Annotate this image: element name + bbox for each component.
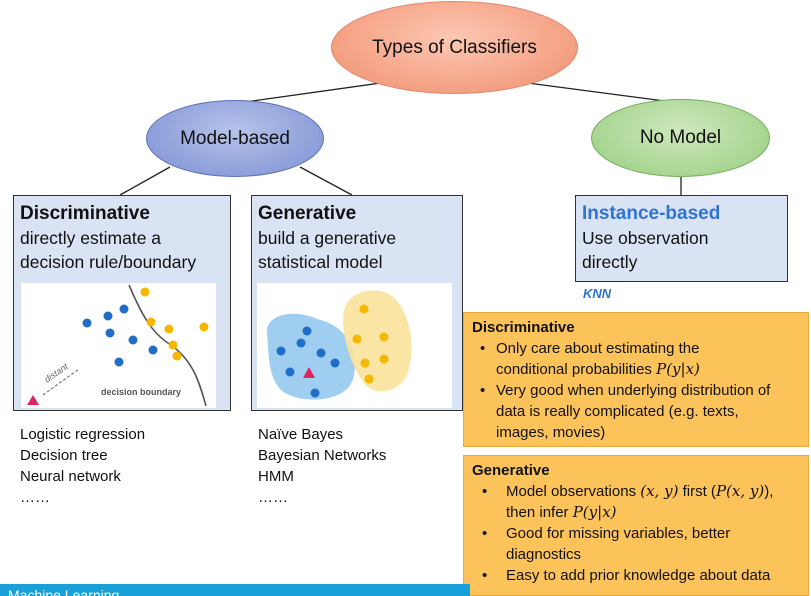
note-discriminative-title: Discriminative: [472, 319, 575, 336]
blue-dot: [105, 328, 115, 338]
list-item: Naïve Bayes: [258, 426, 344, 443]
blue-dot: [82, 318, 92, 328]
yellow-cluster: [343, 290, 412, 392]
blue-cluster: [266, 313, 356, 400]
note-text: images, movies): [496, 424, 606, 441]
math-p-y-given-x: P(y|x): [572, 503, 617, 521]
note-generative: Generative Model observations (x, y) fir…: [463, 455, 809, 596]
node-types-of-classifiers: Types of Classifiers: [331, 1, 578, 94]
note-discriminative: Discriminative Only care about estimatin…: [463, 312, 809, 447]
yellow-dot: [379, 354, 389, 364]
note-text: Only care about estimating the: [496, 340, 700, 357]
note-text: ),: [764, 483, 774, 500]
blue-dot: [114, 357, 124, 367]
box-generative-line1: build a generative: [258, 228, 397, 248]
yellow-dot: [199, 322, 209, 332]
blue-dot: [276, 346, 286, 356]
box-generative-line2: statistical model: [258, 252, 383, 272]
generative-figure: [257, 283, 452, 408]
note-text-line: then infer P(y|x): [506, 502, 800, 523]
note-bullet: Very good when underlying distribution o…: [480, 380, 800, 443]
list-item: Logistic regression: [20, 426, 146, 443]
list-item: Decision tree: [20, 447, 108, 464]
node-model-based: Model-based: [146, 100, 324, 177]
yellow-dot: [168, 340, 178, 350]
decision-boundary-plot: distant decision boundary: [27, 284, 209, 407]
line-root-model: [237, 81, 389, 104]
red-triangle: [303, 367, 315, 378]
line-model-disc: [119, 166, 171, 196]
yellow-dot: [364, 374, 374, 384]
list-item: ……: [258, 489, 288, 506]
note-text: Easy to add prior knowledge about data: [506, 567, 771, 584]
blue-dot: [285, 367, 295, 377]
math-p-x-y: P(x, y): [715, 482, 765, 500]
blue-dot: [296, 338, 306, 348]
node-no-model: No Model: [591, 99, 770, 177]
yellow-dot: [164, 324, 174, 334]
generative-clusters-plot: [266, 290, 412, 400]
blue-dot: [119, 304, 129, 314]
note-text: data is really complicated (e.g. texts,: [496, 403, 739, 420]
note-text: diagnostics: [506, 546, 582, 563]
decision-boundary-label: decision boundary: [101, 387, 181, 397]
yellow-dot: [146, 317, 156, 327]
note-bullet: Model observations (x, y) first (P(x, y)…: [482, 481, 800, 523]
box-discriminative-line2: decision rule/boundary: [20, 252, 197, 272]
knn-label: KNN: [583, 286, 612, 301]
generative-examples: Naïve Bayes Bayesian Networks HMM ……: [258, 424, 386, 508]
discriminative-figure: distant decision boundary: [21, 283, 216, 408]
box-instance-based: Instance-based Use observation directly: [575, 195, 788, 282]
note-generative-title: Generative: [472, 462, 550, 479]
box-instance-line1: Use observation: [582, 228, 709, 248]
box-generative-title: Generative: [258, 203, 357, 224]
math-p-y-given-x: P(y|x): [656, 360, 700, 378]
blue-dot: [128, 335, 138, 345]
footer-title: Machine Learning: [8, 587, 120, 596]
box-instance-title: Instance-based: [582, 203, 721, 224]
yellow-dot: [359, 304, 369, 314]
list-item: HMM: [258, 468, 294, 485]
blue-dot: [316, 348, 326, 358]
note-bullet: Easy to add prior knowledge about data: [482, 565, 800, 586]
blue-dot: [103, 311, 113, 321]
yellow-dot: [352, 334, 362, 344]
note-bullet: Only care about estimating the condition…: [480, 338, 800, 380]
blue-dot: [310, 388, 320, 398]
note-bullet: Good for missing variables, better diagn…: [482, 523, 800, 565]
note-text: Good for missing variables, better: [506, 525, 731, 542]
blue-dot: [148, 345, 158, 355]
note-text: then infer: [506, 504, 573, 521]
blue-dot: [330, 358, 340, 368]
note-text: Very good when underlying distribution o…: [496, 382, 771, 399]
box-instance-line2: directly: [582, 252, 638, 272]
distance-arrow: [42, 368, 80, 396]
yellow-dot: [140, 287, 150, 297]
yellow-dot: [360, 358, 370, 368]
discriminative-examples: Logistic regression Decision tree Neural…: [20, 424, 145, 508]
red-triangle: [27, 395, 39, 405]
note-text: Model observations: [506, 483, 641, 500]
box-discriminative-line1: directly estimate a: [20, 228, 162, 248]
line-root-nomodel: [519, 81, 681, 104]
footer-bar: Machine Learning: [0, 584, 470, 596]
note-text-line: conditional probabilities P(y|x): [496, 359, 800, 380]
line-model-gen: [299, 166, 353, 196]
note-text-line: Model observations (x, y) first (P(x, y)…: [506, 481, 800, 502]
list-item: ……: [20, 489, 50, 506]
distant-label: distant: [42, 361, 70, 385]
yellow-dot: [172, 351, 182, 361]
blue-dot: [302, 326, 312, 336]
yellow-dot: [379, 332, 389, 342]
list-item: Bayesian Networks: [258, 447, 387, 464]
math-x-y: (x, y): [640, 482, 679, 500]
note-text: conditional probabilities: [496, 361, 657, 378]
list-item: Neural network: [20, 468, 121, 485]
box-discriminative-title: Discriminative: [20, 203, 150, 224]
note-text: first (: [678, 483, 716, 500]
